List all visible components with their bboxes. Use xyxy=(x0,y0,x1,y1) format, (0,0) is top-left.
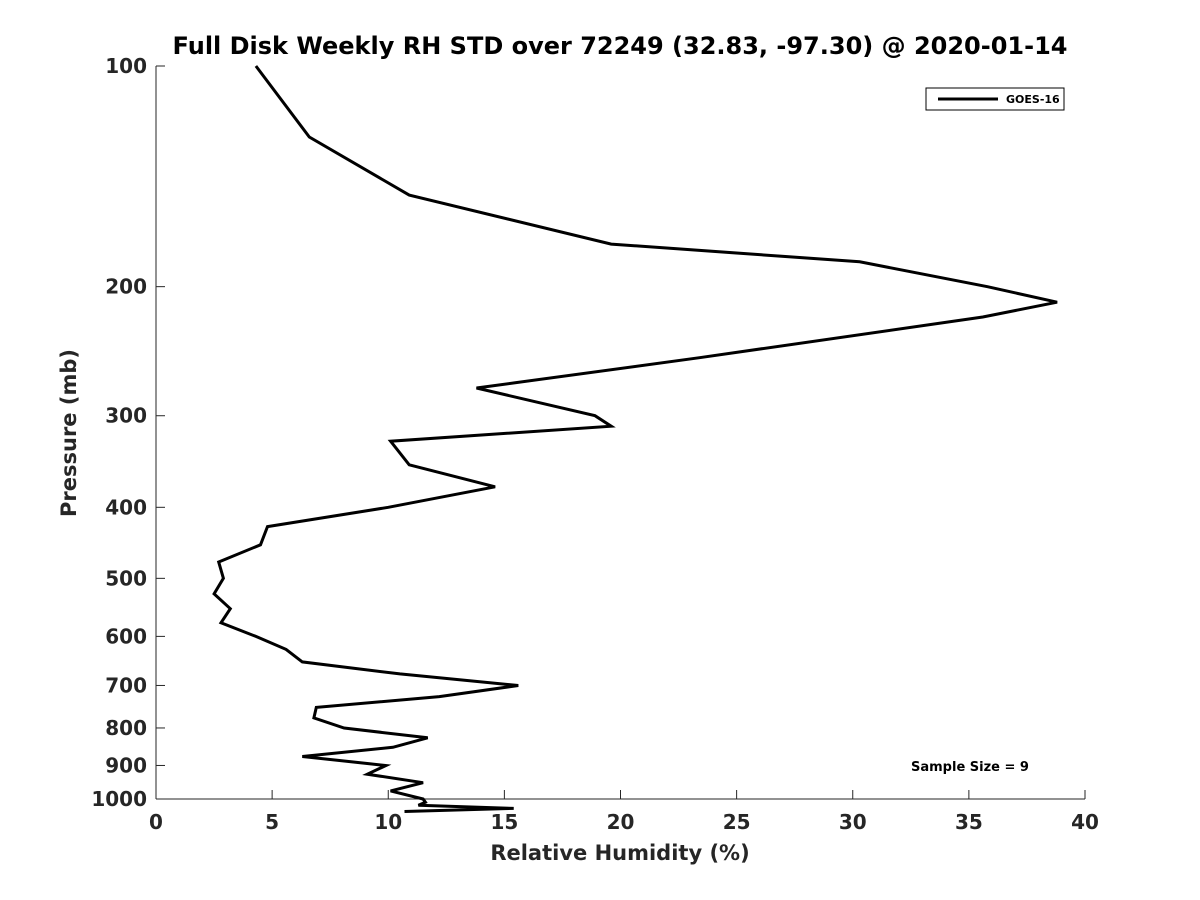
x-tick-label: 10 xyxy=(374,810,402,834)
x-tick-label: 0 xyxy=(149,810,163,834)
x-tick-label: 25 xyxy=(723,810,751,834)
x-tick-label: 5 xyxy=(265,810,279,834)
y-tick-label: 200 xyxy=(105,275,147,299)
legend-label-goes-16: GOES-16 xyxy=(1006,93,1060,106)
x-tick-label: 35 xyxy=(955,810,983,834)
plot-area: 0 5 10 15 20 25 30 35 40 100 200 300 400 500 600 700 800… xyxy=(91,54,1099,834)
x-tick-label: 15 xyxy=(490,810,518,834)
legend: GOES-16 xyxy=(925,87,1065,111)
x-tick-label: 40 xyxy=(1071,810,1099,834)
y-tick-label: 300 xyxy=(105,404,147,428)
y-axis-label: Pressure (mb) xyxy=(57,349,81,517)
y-tick-label: 1000 xyxy=(91,787,147,811)
y-tick-label: 500 xyxy=(105,566,147,590)
y-tick-label: 900 xyxy=(105,753,147,777)
y-tick-label: 600 xyxy=(105,624,147,648)
x-axis-label: Relative Humidity (%) xyxy=(490,841,749,865)
y-tick-label: 100 xyxy=(105,54,147,78)
x-tick-label: 20 xyxy=(607,810,635,834)
chart-title: Full Disk Weekly RH STD over 72249 (32.8… xyxy=(173,32,1068,60)
sample-size-annotation: Sample Size = 9 xyxy=(911,760,1029,775)
series-line-goes-16 xyxy=(212,65,1058,813)
x-tick-label: 30 xyxy=(839,810,867,834)
y-tick-label: 800 xyxy=(105,716,147,740)
y-tick-label: 700 xyxy=(105,673,147,697)
y-tick-label: 400 xyxy=(105,495,147,519)
